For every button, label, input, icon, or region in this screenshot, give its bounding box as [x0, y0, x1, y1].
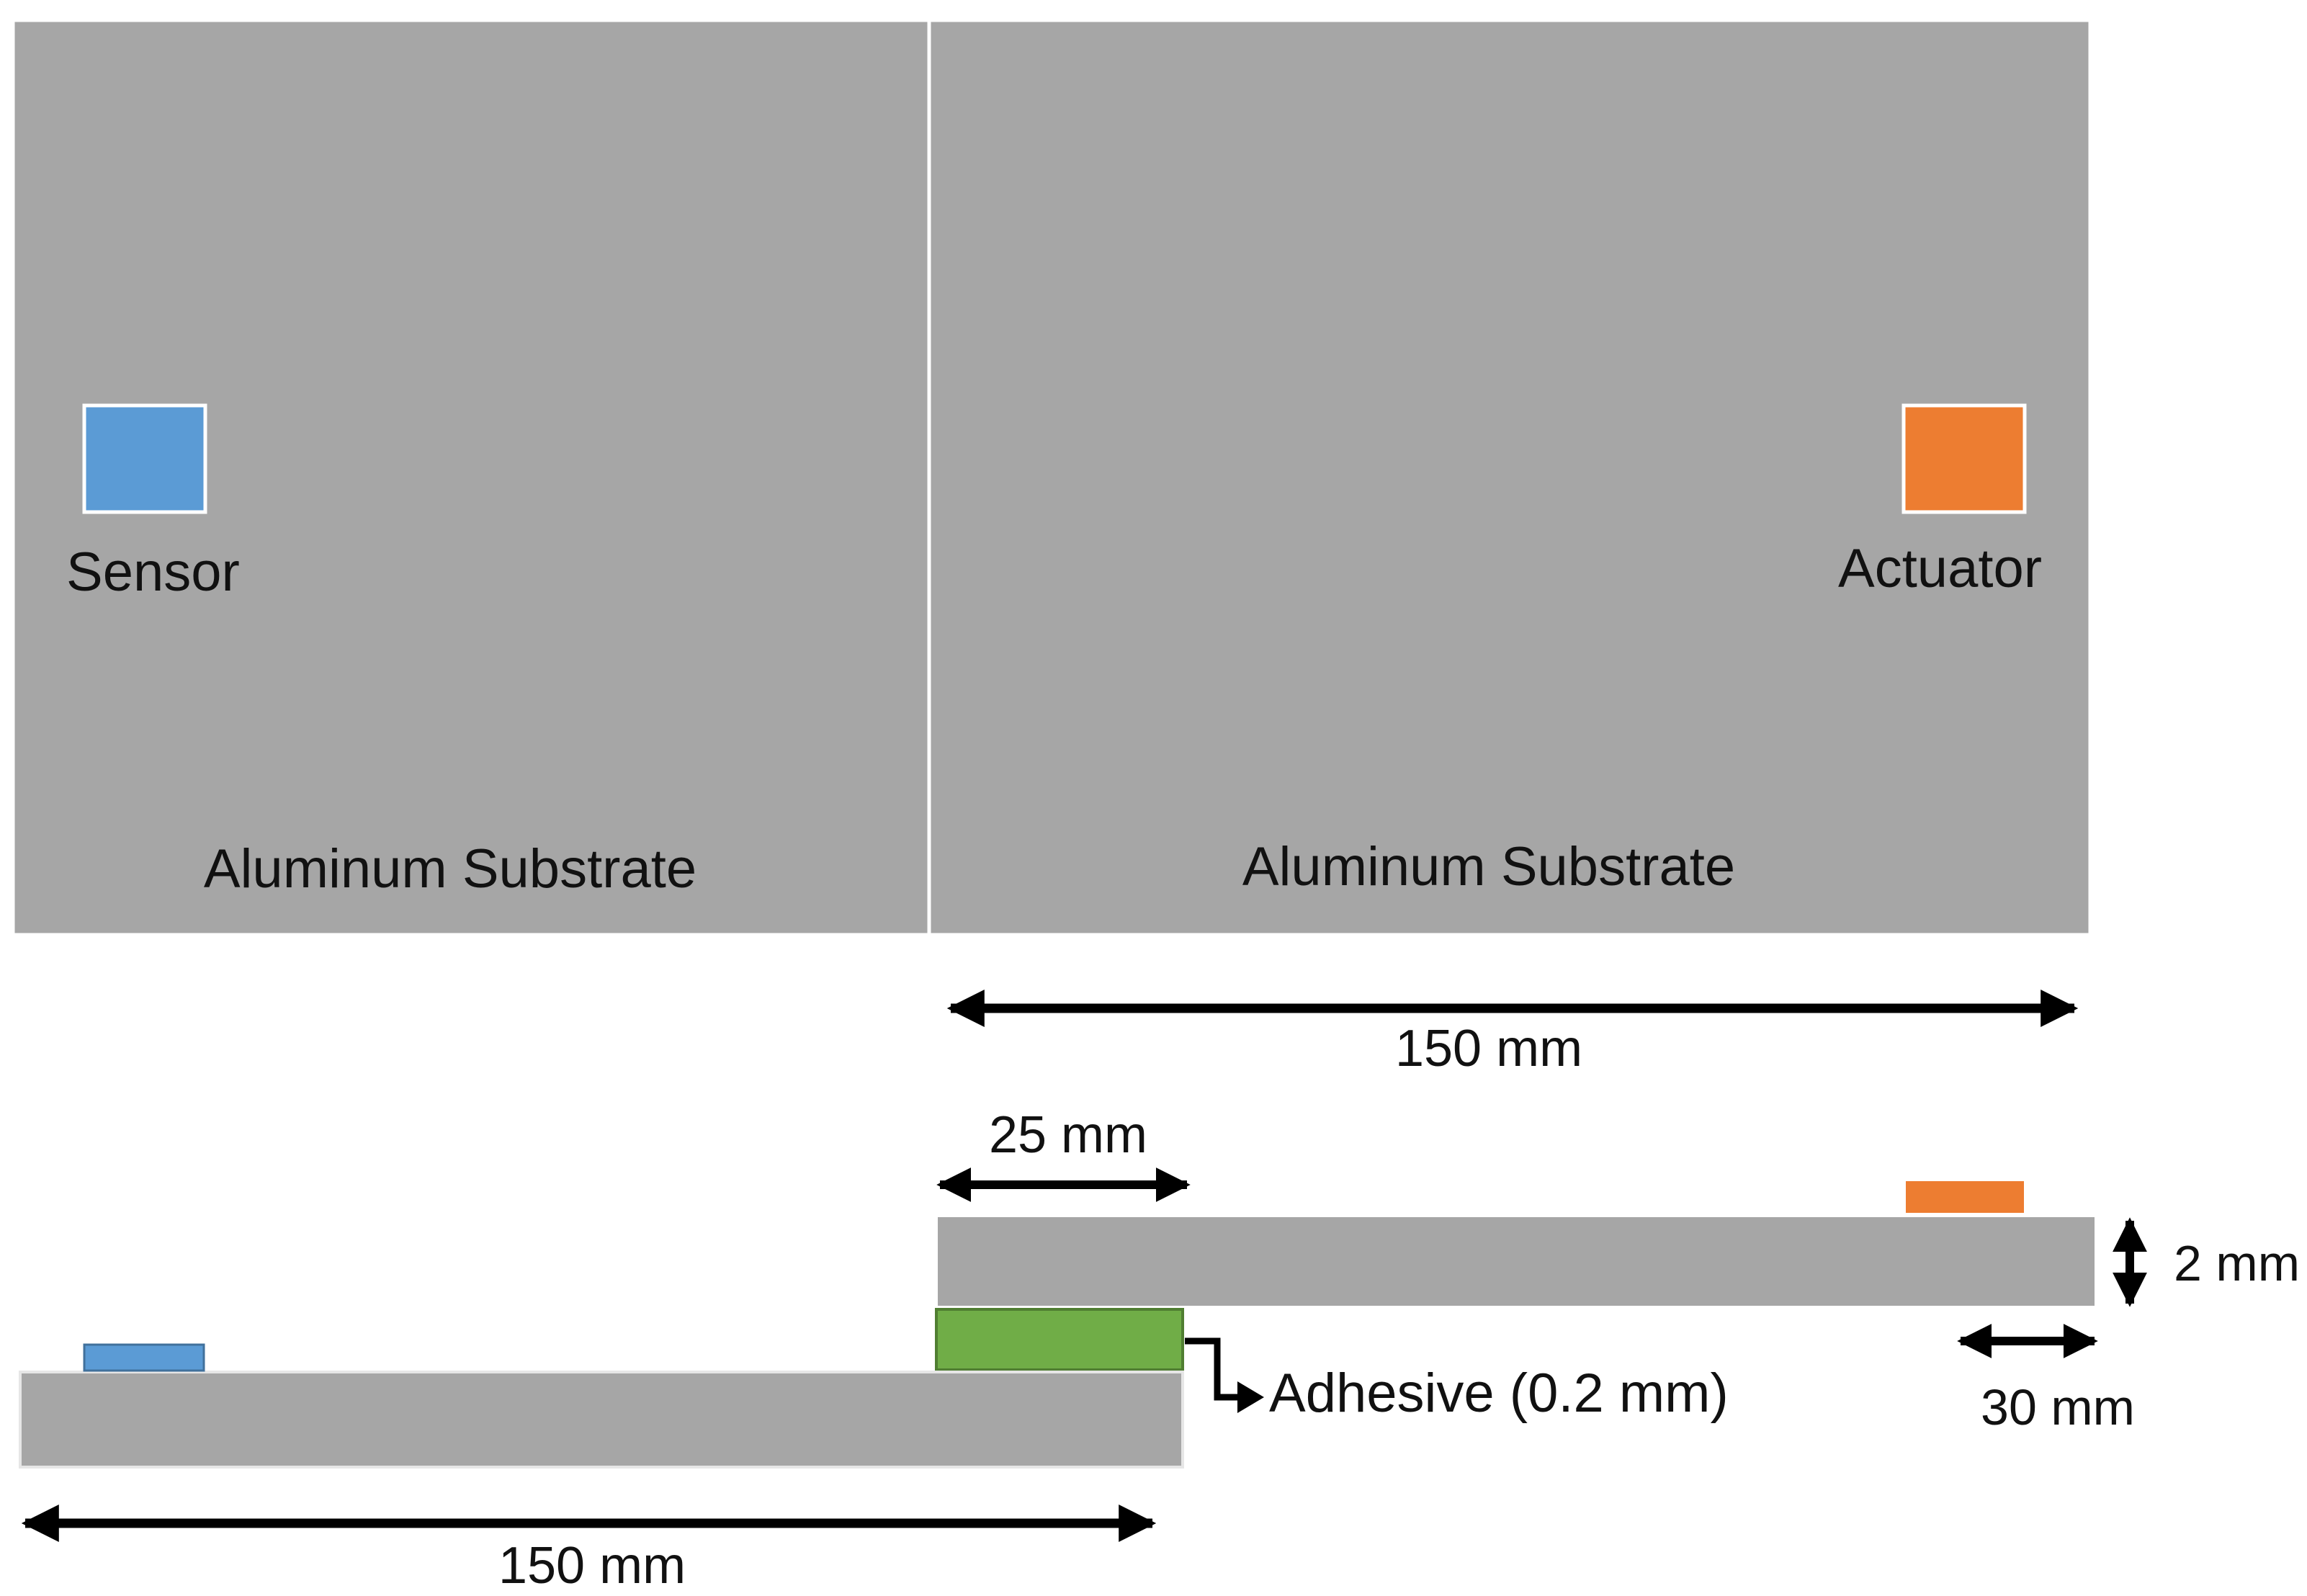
top-length-label: 150 mm [1395, 1020, 1582, 1077]
sensor-label: Sensor [66, 542, 240, 603]
adhesive-callout: Adhesive (0.2 mm) [1185, 1337, 1729, 1424]
right-substrate-plate [927, 18, 2092, 937]
bottom-length-label: 150 mm [498, 1537, 686, 1595]
left-substrate-label: Aluminum Substrate [204, 838, 696, 900]
adhesive-leader [1185, 1337, 1242, 1401]
sensor-side-patch [83, 1343, 205, 1372]
upper-substrate-side [935, 1214, 2097, 1309]
sensor-patch [82, 403, 207, 514]
actuator-side-patch [1906, 1181, 2024, 1213]
actuator-label: Actuator [1838, 538, 2042, 599]
thickness-label: 2 mm [2174, 1235, 2300, 1291]
adhesive-label: Adhesive (0.2 mm) [1269, 1363, 1729, 1424]
adhesive-layer [935, 1308, 1184, 1371]
right-substrate-label: Aluminum Substrate [1242, 836, 1735, 897]
actuator-offset-label: 30 mm [1981, 1379, 2135, 1435]
thickness-dimension: 2 mm [2113, 1217, 2300, 1307]
top-length-dimension: 150 mm [946, 990, 2079, 1077]
side-view [19, 1181, 2097, 1469]
top-view: Sensor Actuator Aluminum Substrate Alumi… [11, 18, 2092, 937]
overlap-label: 25 mm [989, 1106, 1147, 1164]
lower-substrate-side [19, 1371, 1184, 1469]
actuator-patch [1901, 403, 2027, 514]
overlap-dimension: 25 mm [936, 1106, 1191, 1202]
actuator-offset-dimension: 30 mm [1957, 1324, 2135, 1435]
bottom-length-dimension: 150 mm [21, 1505, 1157, 1595]
adhesive-leader-arrowhead [1237, 1381, 1264, 1413]
